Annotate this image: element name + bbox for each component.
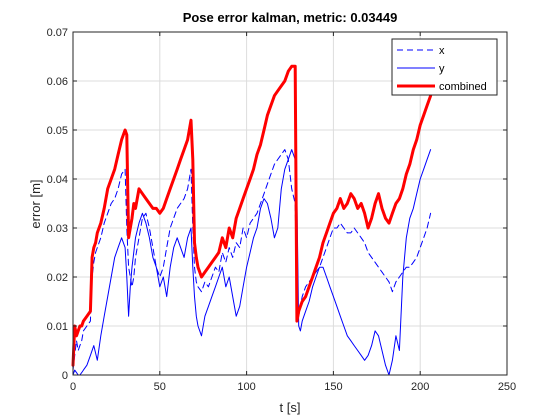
y-tick-label: 0.03 bbox=[47, 223, 68, 235]
y-tick-label: 0 bbox=[62, 370, 68, 382]
y-tick-label: 0.01 bbox=[47, 321, 68, 333]
y-tick-label: 0.02 bbox=[47, 272, 68, 284]
y-tick-label: 0.07 bbox=[47, 27, 68, 39]
plot-lines bbox=[71, 64, 433, 376]
y-tick-label: 0.06 bbox=[47, 76, 68, 88]
series-line-x bbox=[72, 149, 432, 371]
legend-label-combined: combined bbox=[439, 81, 487, 93]
x-tick-label: 200 bbox=[411, 381, 429, 393]
x-tick-label: 150 bbox=[324, 381, 342, 393]
y-tick-label: 0.04 bbox=[47, 174, 68, 186]
x-axis-label: t [s] bbox=[280, 400, 301, 415]
chart-title: Pose error kalman, metric: 0.03449 bbox=[183, 10, 398, 25]
legend: x y combined bbox=[391, 38, 498, 96]
x-tick-label: 0 bbox=[70, 381, 76, 393]
series-line-combined bbox=[71, 64, 433, 367]
axes-box bbox=[72, 31, 508, 376]
y-tick-label: 0.05 bbox=[47, 125, 68, 137]
x-tick-label: 50 bbox=[154, 381, 166, 393]
y-axis-label: error [m] bbox=[28, 179, 43, 228]
ticks: 0 50 100 150 200 250 0 0.01 0.02 0.03 0.04 0.05 0.06… bbox=[47, 27, 517, 393]
x-tick-label: 100 bbox=[237, 381, 255, 393]
x-tick-label: 250 bbox=[498, 381, 516, 393]
legend-label-y: y bbox=[439, 63, 445, 75]
series-line-y bbox=[72, 149, 432, 376]
legend-label-x: x bbox=[439, 45, 445, 57]
